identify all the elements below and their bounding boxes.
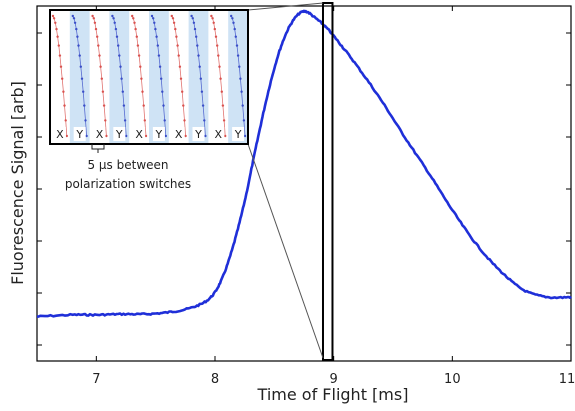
x-tick-label-1: 8: [211, 372, 219, 387]
inset-trace-0: [52, 15, 68, 137]
inset-label-bg-5: [152, 127, 165, 141]
inset-frame: [49, 9, 249, 145]
inset-polarization-label-1: Y: [75, 128, 83, 141]
fluorescence-series-line: [37, 9, 572, 318]
inset-band-1: [69, 10, 90, 144]
inset-polarization-label-6: X: [175, 128, 183, 141]
inset-label-bg-6: [172, 127, 185, 141]
inset-polarization-label-4: X: [135, 128, 143, 141]
inset-trace-5: [151, 15, 167, 137]
inset-polarization-label-8: X: [215, 128, 223, 141]
inset-label-bg-1: [73, 127, 86, 141]
inset-point: [85, 134, 88, 138]
inset-polarization-label-0: X: [56, 128, 64, 141]
inset-label-bg-2: [93, 127, 106, 141]
inset-point: [105, 134, 108, 138]
inset-polarization-label-2: X: [96, 128, 104, 141]
inset-trace-3: [112, 15, 127, 137]
x-tick-label-0: 7: [92, 372, 100, 387]
x-tick-label-4: 11: [559, 372, 575, 387]
inset-band-9: [228, 10, 248, 144]
x-tick-label-2: 9: [330, 372, 338, 387]
y-axis-ticks: [37, 32, 571, 346]
plot-frame: [36, 5, 572, 362]
inset-trace-1: [72, 15, 87, 137]
inset-label-bg-9: [232, 127, 245, 141]
inset-label-bg-4: [133, 127, 146, 141]
zoom-connector-bottom: [247, 143, 324, 359]
inset-trace-4: [131, 15, 147, 137]
inset-label-bg-3: [113, 127, 126, 141]
inset-traces: [51, 14, 247, 138]
inset-trace-2: [92, 15, 107, 137]
inset-trace-8: [211, 15, 226, 137]
inset-polarization-label-5: Y: [155, 128, 163, 141]
inset-band-5: [149, 10, 169, 144]
annotation-line-1: 5 μs between: [87, 158, 168, 172]
inset-polarization-label-9: Y: [234, 128, 242, 141]
annotation-line-2: polarization switches: [65, 177, 191, 191]
inset-label-bg-0: [53, 127, 66, 141]
zoom-connector-top: [247, 2, 324, 11]
inset-polarization-label-7: Y: [194, 128, 202, 141]
annotation-bracket: [91, 144, 105, 153]
inset-trace-6: [171, 15, 186, 137]
x-axis-ticks: 7 8 9 10 11: [92, 6, 575, 387]
inset-polarization-label-3: Y: [115, 128, 123, 141]
inset-trace-9: [230, 15, 246, 137]
inset-label-bg-7: [192, 127, 205, 141]
y-axis-title: Fluorescence Signal [arb]: [8, 81, 27, 285]
highlight-window: [321, 2, 334, 361]
inset-band-3: [109, 10, 130, 144]
x-tick-label-3: 10: [444, 372, 461, 387]
inset-trace-7: [191, 15, 206, 137]
inset-band-7: [188, 10, 209, 144]
x-axis-title: Time of Flight [ms]: [257, 385, 409, 404]
inset-label-bg-8: [212, 127, 225, 141]
